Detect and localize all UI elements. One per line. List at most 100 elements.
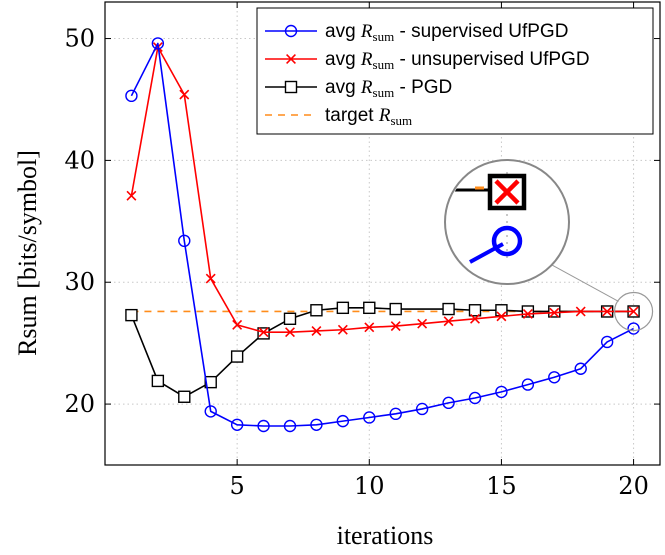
data-point-square (284, 80, 298, 94)
y-tick-label: 20 (64, 390, 95, 418)
data-point-square (442, 302, 455, 316)
series-0 (125, 37, 640, 433)
y-axis-title: Rsum [bits/symbol] (13, 150, 42, 356)
data-point-circle (468, 391, 482, 405)
data-point-circle (204, 405, 217, 418)
data-point-square (521, 305, 535, 318)
data-point-cross (575, 306, 586, 317)
data-point-cross (549, 307, 560, 318)
cross-stroke (443, 316, 454, 327)
cross-stroke (470, 313, 480, 324)
data-point-square (283, 312, 297, 325)
data-point-circle (574, 362, 587, 375)
data-point-circle (521, 378, 535, 391)
x-axis-title: iterations (337, 521, 434, 550)
data-point-square (151, 374, 165, 388)
data-point-circle (230, 418, 244, 431)
data-point-cross (258, 327, 269, 338)
data-point-cross (337, 324, 348, 335)
legend: avg Rsum - supervised UfPGD avg Rsum - un… (256, 7, 654, 135)
data-point-circle (495, 385, 508, 399)
data-point-cross (205, 273, 216, 284)
data-point-cross (179, 89, 190, 100)
cross-stroke (232, 319, 243, 330)
data-point-circle (600, 335, 614, 349)
cross-stroke (496, 311, 507, 322)
data-point-circle (125, 89, 138, 103)
cross-stroke (549, 307, 560, 318)
zoom-inset (444, 159, 654, 332)
legend-label: avg Rsum - unsupervised UfPGD (325, 49, 590, 72)
x-tick-label: 20 (618, 472, 649, 500)
data-point-circle (257, 419, 270, 433)
zoom-content (446, 172, 527, 264)
data-point-circle (627, 322, 640, 335)
data-point-square (178, 390, 191, 403)
data-point-circle (415, 402, 429, 416)
cross-stroke (285, 327, 295, 338)
data-point-circle (284, 24, 298, 38)
x-tick-label: 10 (354, 472, 385, 500)
legend-label: target Rsum (325, 105, 412, 128)
axes-layer: 5 10 15 20 20 30 40 50 (64, 1, 661, 500)
legend-entry: avg Rsum - unsupervised UfPGD (265, 49, 590, 72)
data-point-square (548, 305, 561, 318)
data-point-cross (470, 313, 480, 324)
data-point-cross (496, 311, 507, 322)
series-2 (125, 301, 640, 403)
data-point-circle (336, 414, 350, 428)
data-point-cross (628, 306, 639, 317)
data-point-cross (286, 54, 296, 64)
cross-stroke (286, 54, 296, 64)
cross-stroke (311, 326, 322, 336)
data-point-circle (151, 37, 165, 50)
cross-stroke (575, 306, 586, 317)
data-point-circle (442, 396, 455, 410)
data-point-cross (285, 327, 295, 338)
series-layer (125, 37, 640, 433)
data-point-square (495, 304, 508, 317)
data-point-cross (417, 318, 428, 329)
plot-frame (104, 1, 661, 466)
cross-stroke (522, 308, 533, 319)
legend-label: avg Rsum - PGD (325, 77, 452, 100)
data-point-circle (389, 407, 402, 421)
data-point-square (389, 302, 402, 316)
cross-stroke (602, 306, 613, 317)
inset-supervised-marker (491, 225, 523, 257)
data-point-square (204, 375, 217, 389)
cross-stroke (364, 322, 375, 333)
cross-stroke (337, 324, 348, 335)
cross-stroke (179, 89, 190, 100)
data-point-square (336, 301, 350, 315)
inset-cross-stroke (494, 179, 520, 205)
data-point-cross (522, 308, 533, 319)
cross-stroke (390, 321, 401, 332)
data-point-square (230, 350, 244, 363)
legend-box (256, 7, 654, 135)
legend-label: avg Rsum - supervised UfPGD (325, 21, 568, 44)
data-point-circle (178, 234, 191, 248)
y-tick-label: 50 (64, 25, 95, 53)
data-point-circle (283, 419, 297, 433)
data-point-cross (232, 319, 243, 330)
data-point-circle (310, 418, 323, 431)
data-point-cross (126, 190, 137, 201)
data-point-circle (363, 411, 376, 424)
cross-stroke (258, 327, 269, 338)
data-point-square (310, 304, 323, 317)
zoom-connector (551, 264, 619, 302)
legend-entry: target Rsum (265, 105, 412, 128)
data-point-square (363, 301, 376, 315)
x-tick-label: 5 (230, 472, 245, 500)
cross-stroke (417, 318, 428, 329)
legend-entry: avg Rsum - supervised UfPGD (265, 21, 568, 44)
cross-stroke (205, 273, 216, 284)
legend-entry: avg Rsum - PGD (265, 77, 452, 100)
zoom-region-circle (613, 291, 654, 332)
data-point-cross (602, 306, 613, 317)
cross-stroke (628, 306, 639, 317)
data-point-cross (364, 322, 375, 333)
cross-stroke (126, 190, 137, 201)
data-point-cross (390, 321, 401, 332)
